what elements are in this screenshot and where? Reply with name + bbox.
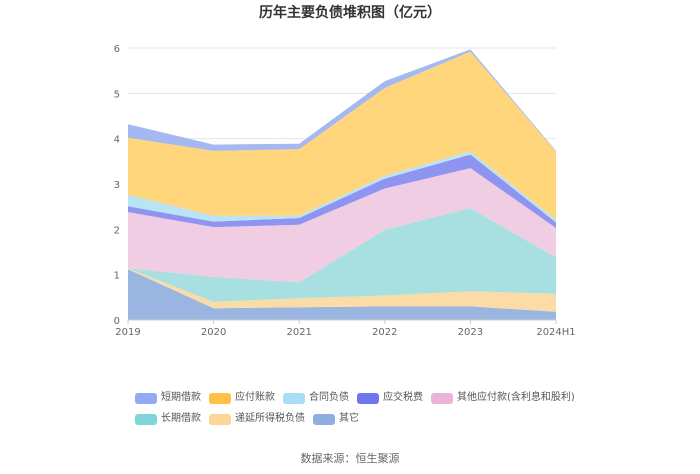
x-tick-label: 2019 [115,327,140,338]
legend-swatch [135,413,157,425]
legend-item[interactable]: 短期借款 [135,388,201,409]
chart-title: 历年主要负债堆积图（亿元） [259,5,441,21]
y-tick-label: 2 [114,225,120,236]
area-series [128,51,556,220]
legend-label: 应交税费 [383,392,423,403]
y-tick-label: 3 [114,180,120,191]
legend: 短期借款 应付账款 合同负债 应交税费 其他应付款(含利息和股利) 长期借款 递延所得税负债… [135,388,595,430]
y-tick-label: 5 [114,89,120,100]
legend-swatch [209,392,231,404]
x-tick-label: 2023 [458,327,483,338]
legend-swatch [283,392,305,404]
legend-label: 其它 [339,413,359,424]
area-series [128,269,556,320]
legend-label: 合同负债 [309,392,349,403]
legend-label: 短期借款 [161,392,201,403]
legend-item[interactable]: 其它 [313,409,359,430]
x-tick-label: 2020 [201,327,226,338]
legend-swatch [135,392,157,404]
area-series [128,154,556,228]
y-tick-label: 6 [114,44,120,55]
legend-label: 应付账款 [235,392,275,403]
legend-item[interactable]: 其他应付款(含利息和股利) [431,388,575,409]
legend-item[interactable]: 长期借款 [135,409,201,430]
legend-swatch [431,392,453,404]
legend-item[interactable]: 应付账款 [209,388,275,409]
legend-item[interactable]: 递延所得税负债 [209,409,305,430]
legend-item[interactable]: 合同负债 [283,388,349,409]
x-tick-label: 2021 [286,327,311,338]
legend-swatch [313,413,335,425]
y-tick-label: 1 [114,271,120,282]
legend-swatch [209,413,231,425]
y-tick-label: 4 [114,135,120,146]
legend-label: 递延所得税负债 [235,413,305,424]
area-series [128,49,556,152]
y-tick-label: 0 [114,316,120,327]
legend-row: 长期借款 递延所得税负债 其它 [135,409,595,430]
x-tick-label: 2024H1 [536,327,575,338]
legend-swatch [357,392,379,404]
legend-item[interactable]: 应交税费 [357,388,423,409]
legend-row: 短期借款 应付账款 合同负债 应交税费 其他应付款(含利息和股利) [135,388,595,409]
legend-label: 长期借款 [161,413,201,424]
data-source: 数据来源：恒生聚源 [300,452,400,465]
legend-label: 其他应付款(含利息和股利) [457,392,575,403]
area-series [128,268,556,312]
area-series [128,208,556,302]
x-tick-label: 2022 [372,327,397,338]
area-series [128,168,556,283]
